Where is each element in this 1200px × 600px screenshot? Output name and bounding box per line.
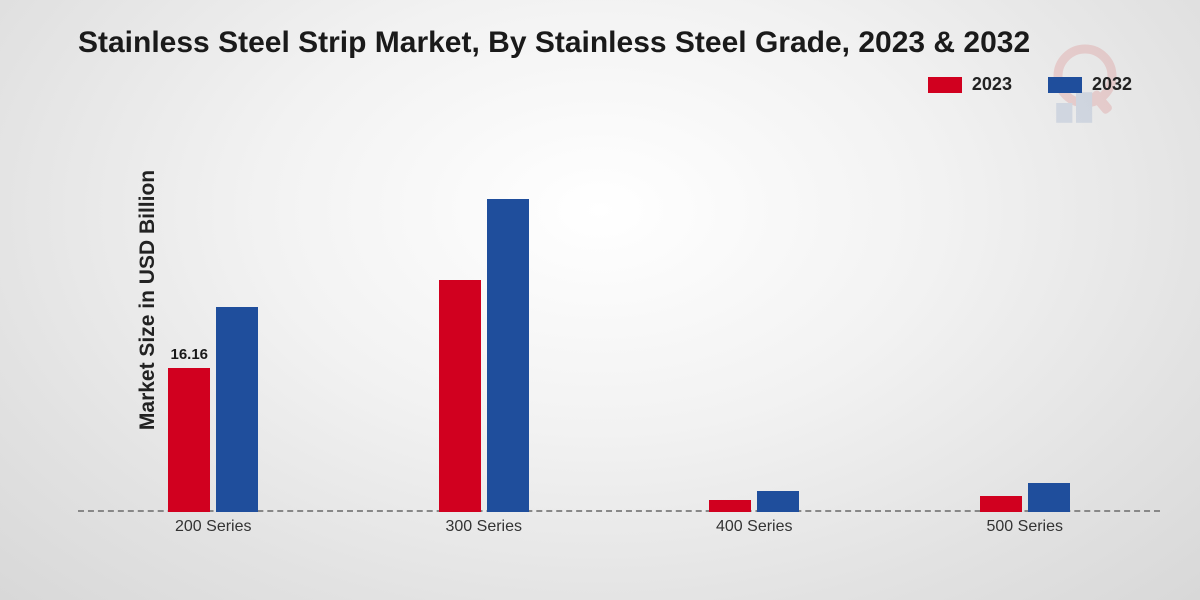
xlabel-3: 500 Series	[890, 512, 1161, 540]
legend-swatch-2032	[1048, 77, 1082, 93]
legend: 2023 2032	[928, 74, 1132, 95]
group-400-series	[619, 110, 890, 512]
legend-item-2032: 2032	[1048, 74, 1132, 95]
bar-groups: 16.16	[78, 110, 1160, 512]
legend-swatch-2023	[928, 77, 962, 93]
bar-2023-200: 16.16	[168, 368, 210, 512]
bar-2023-500	[980, 496, 1022, 512]
legend-item-2023: 2023	[928, 74, 1012, 95]
xlabel-1: 300 Series	[349, 512, 620, 540]
bar-2032-500	[1028, 483, 1070, 512]
bar-2032-300	[487, 199, 529, 512]
chart-title: Stainless Steel Strip Market, By Stainle…	[78, 26, 1030, 60]
x-axis-labels: 200 Series 300 Series 400 Series 500 Ser…	[78, 512, 1160, 540]
group-300-series	[349, 110, 620, 512]
xlabel-2: 400 Series	[619, 512, 890, 540]
group-500-series	[890, 110, 1161, 512]
bar-label-2023-200: 16.16	[170, 346, 208, 363]
bar-2032-400	[757, 491, 799, 512]
bar-2023-400	[709, 500, 751, 513]
legend-label-2023: 2023	[972, 74, 1012, 95]
group-200-series: 16.16	[78, 110, 349, 512]
legend-label-2032: 2032	[1092, 74, 1132, 95]
bar-2032-200	[216, 307, 258, 513]
plot-area: 16.16	[78, 110, 1160, 540]
bar-2023-300	[439, 280, 481, 512]
xlabel-0: 200 Series	[78, 512, 349, 540]
